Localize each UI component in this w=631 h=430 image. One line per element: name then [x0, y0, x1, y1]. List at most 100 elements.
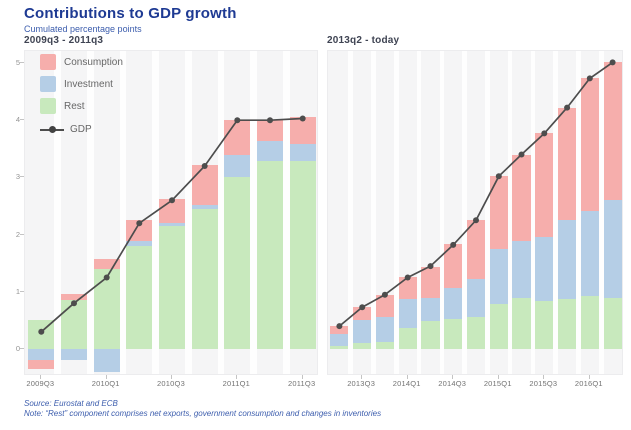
- x-tick-label: 2015Q1: [483, 379, 512, 388]
- plot-area-right: [327, 50, 623, 375]
- consumption-bar-segment: [535, 133, 554, 237]
- vertical-gridline: [250, 51, 257, 374]
- gdp-data-point: [169, 197, 175, 204]
- investment-bar-segment: [512, 240, 531, 298]
- x-tick-label: 2010Q1: [91, 379, 120, 388]
- gdp-data-point: [299, 115, 306, 122]
- x-tick-mark: [361, 375, 363, 379]
- rest-definition-note: Note: “Rest” component comprises net exp…: [24, 409, 382, 418]
- consumption-bar-segment: [256, 120, 284, 141]
- rest-bar-segment: [191, 208, 218, 349]
- consumption-bar-segment: [444, 244, 463, 289]
- gdp-data-point: [609, 59, 616, 66]
- gdp-data-point: [136, 220, 143, 227]
- y-tick-label: 1: [15, 286, 20, 296]
- gdp-data-point: [586, 75, 593, 82]
- legend-label: Investment: [64, 78, 113, 90]
- consumption-bar-segment: [93, 259, 120, 269]
- x-tick-mark: [543, 375, 545, 379]
- investment-bar-segment: [28, 349, 55, 361]
- x-tick-label: 2010Q3: [157, 379, 185, 388]
- consumption-bar-segment: [557, 107, 577, 221]
- investment-bar-segment: [158, 222, 186, 226]
- vertical-gridline: [348, 51, 354, 374]
- y-tick-mark: [20, 119, 24, 121]
- x-tick-mark: [452, 375, 454, 379]
- gdp-line-marker-icon: [40, 125, 64, 134]
- x-tick-label: 2016Q1: [574, 379, 603, 388]
- y-tick-label: 5: [15, 58, 20, 67]
- x-tick-label: 2014Q3: [438, 379, 467, 388]
- consumption-bar-segment: [60, 293, 88, 301]
- consumption-bar-segment: [191, 165, 218, 206]
- gdp-data-point: [381, 291, 388, 298]
- y-tick-label: 2: [15, 229, 20, 239]
- gdp-data-point: [267, 117, 273, 124]
- investment-bar-segment: [256, 140, 284, 162]
- gdp-data-point: [103, 274, 110, 281]
- rest-bar-segment: [603, 297, 622, 349]
- vertical-gridline: [185, 51, 192, 374]
- gdp-data-point: [495, 173, 502, 180]
- x-tick-label: 2011Q3: [287, 379, 316, 388]
- rest-bar-segment: [256, 161, 284, 349]
- legend-item-investment: Investment: [40, 76, 123, 92]
- vertical-gridline: [416, 51, 422, 374]
- investment-bar-segment: [224, 154, 251, 178]
- y-tick-mark: [20, 62, 24, 63]
- x-tick-mark: [40, 375, 42, 379]
- rest-bar-segment: [398, 327, 417, 349]
- gdp-data-point: [518, 151, 525, 158]
- rest-bar-segment: [330, 346, 349, 349]
- rest-bar-segment: [224, 177, 251, 349]
- investment-swatch-icon: [40, 76, 56, 92]
- y-tick-label: 0: [15, 344, 20, 353]
- investment-bar-segment: [375, 316, 395, 342]
- consumption-bar-segment: [330, 326, 349, 334]
- investment-bar-segment: [580, 210, 599, 296]
- rest-bar-segment: [466, 316, 486, 349]
- investment-bar-segment: [126, 241, 153, 247]
- investment-bar-segment: [466, 279, 486, 317]
- consumption-bar-segment: [512, 154, 531, 241]
- consumption-bar-segment: [375, 295, 395, 317]
- gdp-data-point: [71, 300, 77, 307]
- left-panel-title: 2009q3 - 2011q3: [24, 35, 104, 46]
- plot-area-left: [24, 50, 318, 375]
- x-tick-mark: [236, 375, 238, 379]
- rest-bar-segment: [353, 343, 372, 349]
- rest-bar-segment: [580, 295, 599, 349]
- y-tick-label: 3: [15, 172, 20, 182]
- investment-bar-segment: [289, 144, 316, 161]
- investment-bar-segment: [398, 299, 417, 328]
- rest-bar-segment: [375, 341, 395, 349]
- rest-bar-segment: [512, 297, 531, 349]
- investment-bar-segment: [421, 297, 440, 321]
- legend-item-gdp: GDP: [40, 124, 123, 135]
- vertical-gridline: [576, 51, 581, 374]
- rest-bar-segment: [421, 320, 440, 349]
- gdp-data-point: [336, 323, 343, 330]
- vertical-gridline: [119, 51, 127, 374]
- legend-item-rest: Rest: [40, 98, 123, 114]
- consumption-bar-segment: [603, 62, 622, 200]
- chart-legend: Consumption Investment Rest GDP: [40, 54, 123, 135]
- consumption-bar-segment: [289, 117, 316, 145]
- x-tick-mark: [105, 375, 107, 379]
- consumption-bar-segment: [580, 78, 599, 211]
- vertical-gridline: [507, 51, 513, 374]
- vertical-gridline: [553, 51, 558, 374]
- rest-bar-segment: [60, 300, 88, 349]
- rest-bar-segment: [289, 160, 316, 349]
- investment-bar-segment: [191, 205, 218, 209]
- investment-bar-segment: [603, 199, 622, 298]
- gdp-line: [38, 115, 306, 335]
- y-tick-mark: [20, 233, 24, 235]
- x-tick-mark: [406, 375, 408, 379]
- rest-bar-segment: [444, 319, 463, 349]
- investment-bar-segment: [93, 349, 120, 372]
- page-subtitle: Cumulated percentage points: [24, 24, 142, 34]
- vertical-gridline: [54, 51, 61, 374]
- vertical-gridline: [462, 51, 467, 374]
- gdp-data-point: [38, 328, 45, 335]
